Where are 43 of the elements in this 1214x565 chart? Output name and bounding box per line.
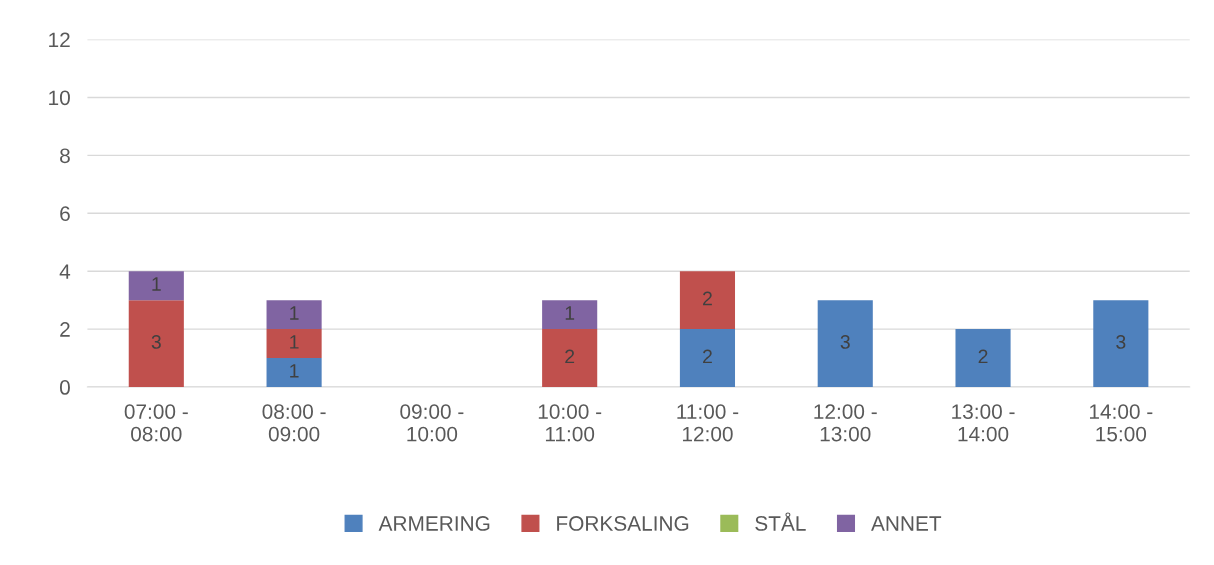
data-label: 2 [703,291,712,306]
bar [266,358,322,388]
bar [679,271,736,330]
bar [542,329,598,388]
legend-label: STÅL [755,512,806,531]
y-tick-label: 6 [60,206,70,222]
x-tick-label: 11:00 - 12:00 [677,404,739,442]
data-label: 1 [290,335,299,349]
data-label: 1 [152,277,161,291]
bar [128,300,184,388]
data-label: 3 [840,335,850,349]
data-label: 3 [151,335,161,349]
bar [266,300,322,330]
bar [542,300,598,330]
bar [1093,300,1149,388]
data-label: 3 [1116,335,1126,349]
bar [955,329,1011,388]
data-label: 1 [565,306,575,320]
y-tick-label: 8 [60,148,70,164]
x-tick-label: 12:00 - 13:00 [814,404,877,442]
bar [128,271,184,301]
y-tick-label: 0 [59,380,70,395]
x-tick-label: 08:00 - 09:00 [262,404,326,442]
x-tick-label: 09:00 - 10:00 [400,404,464,442]
y-tick-label: 12 [49,32,70,48]
x-tick-label: 10:00 - 11:00 [538,404,602,442]
legend-label: ANNET [871,516,942,531]
x-tick-label: 14:00 - 15:00 [1089,404,1153,442]
bar [679,329,736,388]
y-tick-label: 4 [59,264,71,279]
y-tick-label: 2 [60,322,70,337]
bar [817,300,873,388]
data-label: 2 [978,349,988,364]
x-tick-label: 13:00 - 14:00 [952,404,1015,442]
data-label: 1 [290,364,299,378]
bar [266,329,322,359]
data-label: 2 [565,349,575,364]
data-label: 1 [290,306,299,320]
x-tick-label: 07:00 - 08:00 [124,404,188,442]
legend-label: FORKSALING [557,516,689,531]
legend-label: ARMERING [378,516,490,531]
y-tick-label: 10 [49,90,70,106]
data-label: 2 [703,349,712,364]
